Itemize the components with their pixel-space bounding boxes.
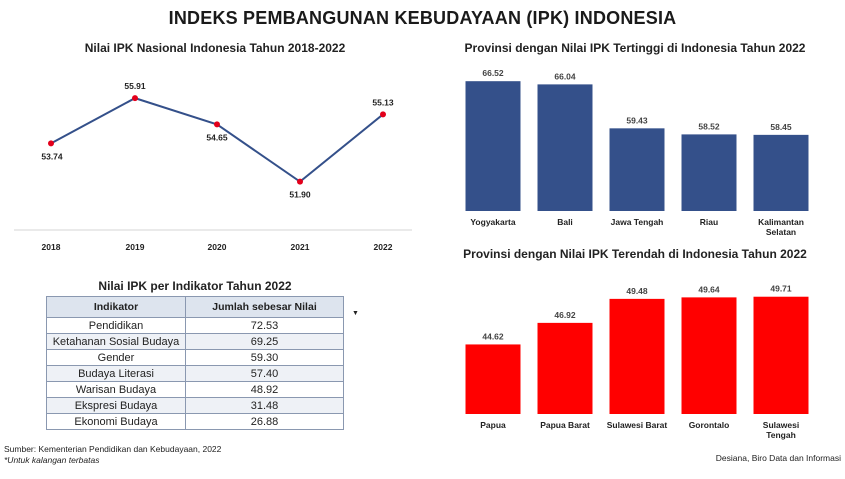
bar	[465, 344, 521, 414]
line-x-tick-label: 2019	[126, 242, 145, 252]
bar	[609, 298, 665, 414]
column-header-jumlah-label: Jumlah sebesar Nilai	[212, 301, 317, 313]
top-bar-chart-title: Provinsi dengan Nilai IPK Tertinggi di I…	[464, 41, 806, 55]
low-bar-chart: 44.62 Papua 46.92 Papua Barat 49.48 Sulawesi …	[465, 284, 809, 440]
bar-category-label: Sulawesi Barat	[607, 420, 668, 430]
bar-data-label: 49.71	[770, 284, 792, 294]
line-chart-title: Nilai IPK Nasional Indonesia Tahun 2018-…	[84, 41, 346, 55]
bar-data-label: 66.04	[554, 71, 576, 81]
line-point	[297, 178, 303, 185]
nilai-cell: 31.48	[185, 397, 344, 414]
main-title: INDEKS PEMBANGUNAN KEBUDAYAAN (IPK) INDO…	[168, 8, 677, 28]
line-x-tick-label: 2020	[208, 242, 227, 252]
table-title: Nilai IPK per Indikator Tahun 2022	[98, 279, 292, 293]
bar	[681, 297, 737, 414]
line-point	[48, 140, 54, 147]
nilai-cell: 59.30	[185, 349, 344, 366]
indikator-cell: Budaya Literasi	[46, 365, 186, 382]
bar-category-label: Jawa Tengah	[611, 217, 664, 227]
indikator-cell: Ekspresi Budaya	[46, 397, 186, 414]
bar-data-label: 49.48	[626, 286, 648, 296]
bar	[753, 134, 809, 211]
table-row: Pendidikan 72.53	[46, 317, 344, 334]
bar-data-label: 49.64	[698, 284, 720, 294]
bar	[609, 128, 665, 211]
line-x-tick-label: 2018	[42, 242, 61, 252]
sort-descending-icon[interactable]: ▼	[352, 310, 359, 317]
table-row: Ketahanan Sosial Budaya 69.25	[46, 333, 344, 350]
top-bar-chart: 66.52 Yogyakarta 66.04 Bali 59.43 Jawa Tengah…	[465, 68, 809, 237]
nilai-cell: 69.25	[185, 333, 344, 350]
nilai-cell: 57.40	[185, 365, 344, 382]
indicator-table: Indikator Jumlah sebesar Nilai ▼ Pendidi…	[46, 296, 359, 430]
indikator-cell: Ekonomi Budaya	[46, 413, 186, 430]
bar	[537, 84, 593, 211]
table-row: Ekonomi Budaya 26.88	[46, 413, 344, 430]
bar-category-label: Riau	[700, 217, 718, 227]
bar-category-label: Kalimantan	[758, 217, 804, 227]
bar-data-label: 66.52	[482, 68, 504, 78]
credit-note: Desiana, Biro Data dan Informasi	[715, 453, 841, 463]
nilai-cell: 48.92	[185, 381, 344, 398]
bar-data-label: 44.62	[482, 331, 504, 341]
table-header-row: Indikator Jumlah sebesar Nilai ▼	[46, 296, 359, 318]
bar-category-label: Papua	[480, 420, 506, 430]
table-row: Warisan Budaya 48.92	[46, 381, 344, 398]
line-data-label: 55.13	[372, 97, 394, 107]
indikator-cell: Warisan Budaya	[46, 381, 186, 398]
bar	[753, 296, 809, 414]
line-data-label: 55.91	[124, 81, 146, 91]
line-chart: 53.74 55.91 54.65 51.90 55.13 2018 2019 2020 202…	[14, 81, 412, 252]
bar-data-label: 58.45	[770, 122, 792, 132]
bar	[537, 322, 593, 414]
line-x-tick-label: 2021	[291, 242, 310, 252]
nilai-cell: 72.53	[185, 317, 344, 334]
bar-data-label: 46.92	[554, 310, 576, 320]
line-data-label: 51.90	[289, 190, 311, 200]
bar-category-label: Tengah	[766, 430, 796, 440]
bar-category-label: Selatan	[766, 227, 796, 237]
bar-category-label: Papua Barat	[540, 420, 590, 430]
bar-data-label: 58.52	[698, 121, 720, 131]
low-bar-chart-title: Provinsi dengan Nilai IPK Terendah di In…	[463, 247, 807, 261]
line-point	[132, 95, 138, 102]
bar	[465, 81, 521, 211]
line-point	[214, 121, 220, 128]
bar-data-label: 59.43	[626, 115, 648, 125]
nilai-cell: 26.88	[185, 413, 344, 430]
bar-category-label: Bali	[557, 217, 573, 227]
line-point	[380, 111, 386, 118]
restricted-note: *Untuk kalangan terbatas	[4, 455, 100, 465]
column-header-jumlah[interactable]: Jumlah sebesar Nilai ▼	[185, 296, 359, 318]
table-row: Ekspresi Budaya 31.48	[46, 397, 344, 414]
bar-category-label: Sulawesi	[763, 420, 799, 430]
source-note: Sumber: Kementerian Pendidikan dan Kebud…	[4, 444, 222, 454]
bar-category-label: Gorontalo	[689, 420, 730, 430]
line-data-label: 54.65	[206, 132, 228, 142]
table-row: Budaya Literasi 57.40	[46, 365, 344, 382]
indikator-cell: Pendidikan	[46, 317, 186, 334]
column-header-indikator[interactable]: Indikator	[46, 296, 186, 318]
table-row: Gender 59.30	[46, 349, 344, 366]
indikator-cell: Gender	[46, 349, 186, 366]
line-data-label: 53.74	[41, 151, 63, 161]
line-x-tick-label: 2022	[374, 242, 393, 252]
indikator-cell: Ketahanan Sosial Budaya	[46, 333, 186, 350]
bar-category-label: Yogyakarta	[470, 217, 515, 227]
bar	[681, 134, 737, 211]
